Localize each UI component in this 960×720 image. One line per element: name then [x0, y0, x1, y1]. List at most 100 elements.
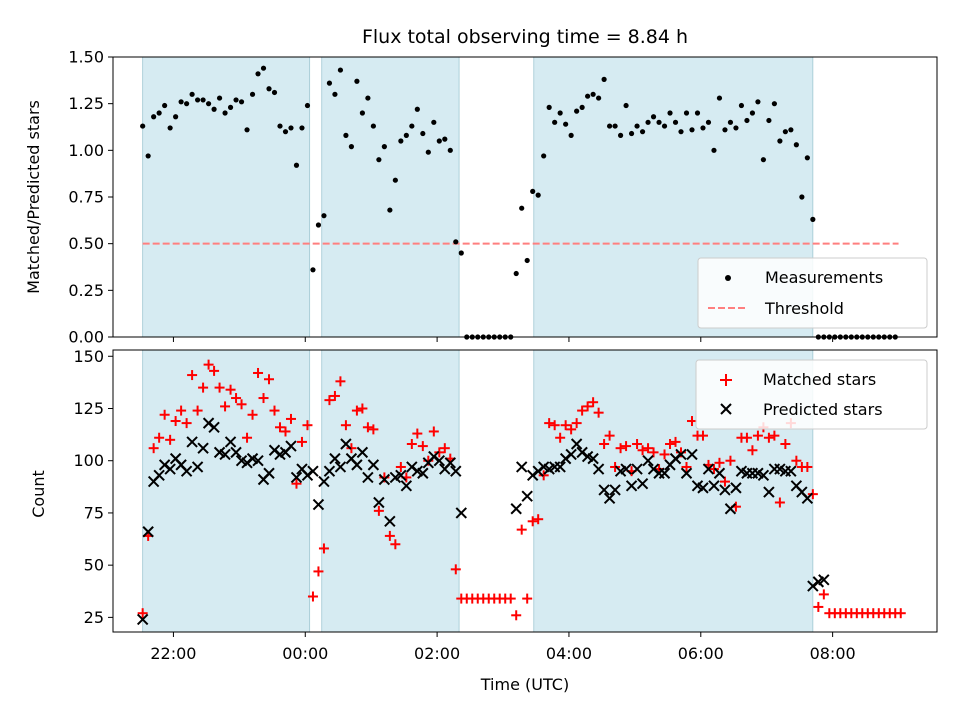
marker-stroke	[510, 503, 522, 515]
marker-stroke	[686, 448, 698, 461]
predicted-star-point	[515, 461, 528, 473]
predicted-star-point	[603, 492, 616, 505]
legend-label-matched: Matched stars	[763, 370, 876, 389]
matched-star-point	[686, 416, 697, 427]
predicted-star-point	[686, 448, 698, 461]
predicted-star-point	[373, 496, 385, 509]
predicted-star-point	[455, 507, 467, 519]
count-points	[136, 359, 906, 626]
measurement-point	[145, 153, 151, 159]
y-axis-ticks: 0.00 0.25 0.50 0.75 1.00 1.25 1.50	[68, 48, 113, 347]
predicted-star-point	[554, 461, 566, 473]
measurement-point	[409, 123, 415, 129]
measurement-point	[700, 125, 706, 131]
marker-stroke	[395, 469, 407, 482]
y-tick-label: 100	[73, 451, 104, 470]
matched-star-point	[615, 443, 626, 454]
measurement-point	[782, 129, 788, 135]
marker-stroke	[603, 492, 616, 505]
y-tick-label: 75	[84, 503, 104, 522]
predicted-star-point	[625, 480, 638, 492]
predicted-star-point	[219, 448, 231, 461]
measurement-point	[694, 110, 701, 116]
measurement-point	[233, 97, 239, 103]
predicted-star-point	[318, 475, 330, 488]
marker-stroke	[735, 465, 748, 477]
matched-star-point	[214, 382, 225, 393]
predicted-star-point	[433, 455, 446, 467]
matched-star-point	[566, 424, 577, 435]
predicted-star-point	[510, 503, 522, 515]
marker-stroke	[730, 482, 742, 494]
predicted-star-point	[565, 448, 577, 461]
marker-stroke	[191, 461, 204, 473]
matched-star-point	[274, 422, 285, 433]
marker-stroke	[329, 452, 341, 465]
matched-star-point	[428, 426, 439, 437]
measurement-point	[530, 188, 536, 194]
matched-star-point	[192, 405, 203, 416]
marker-stroke	[515, 461, 528, 473]
measurement-point	[656, 119, 662, 125]
predicted-star-point	[609, 484, 621, 496]
measurement-point	[574, 108, 580, 114]
matched-star-point	[165, 434, 176, 445]
measurement-point	[359, 110, 365, 116]
matched-star-point	[340, 420, 351, 431]
measurement-point	[810, 216, 816, 222]
y-tick-label: 1.50	[68, 48, 104, 67]
marker-stroke	[680, 467, 693, 479]
x-tick-label: 04:00	[546, 644, 592, 663]
marker-stroke	[411, 465, 424, 477]
measurement-point	[277, 123, 283, 129]
matched-star-point	[818, 589, 829, 600]
x-tick-label: 00:00	[282, 644, 328, 663]
measurement-point	[771, 101, 777, 107]
y-axis-label: Matched/Predicted stars	[24, 100, 43, 294]
measurement-point	[326, 80, 333, 86]
measurement-point	[799, 194, 805, 200]
predicted-star-point	[252, 455, 264, 467]
measurement-point	[617, 132, 624, 138]
predicted-star-point	[521, 490, 533, 502]
measurement-point	[447, 147, 453, 153]
marker-stroke	[263, 467, 275, 479]
marker-stroke	[774, 463, 786, 475]
marker-stroke	[570, 438, 583, 450]
marker-stroke	[642, 455, 654, 467]
matched-star-point	[231, 393, 242, 404]
matched-star-point	[670, 436, 681, 447]
matched-star-point	[253, 367, 264, 378]
measurement-point	[755, 99, 761, 105]
matched-star-point	[384, 530, 395, 541]
legend: Matched stars Predicted stars	[695, 359, 928, 430]
marker-stroke	[796, 486, 808, 498]
x-tick-label: 02:00	[414, 644, 460, 663]
matched-star-point	[264, 374, 275, 385]
marker-stroke	[285, 440, 297, 452]
marker-stroke	[318, 475, 330, 488]
legend-label-threshold: Threshold	[764, 299, 844, 318]
predicted-star-point	[785, 465, 797, 477]
matched-star-point	[577, 405, 588, 416]
measurement-point	[645, 119, 651, 125]
legend-marker-predicted	[720, 403, 732, 415]
matched-star-point	[697, 430, 708, 441]
legend-box	[695, 359, 928, 430]
predicted-star-point	[697, 482, 709, 494]
predicted-star-point	[724, 503, 737, 515]
measurement-point	[189, 91, 195, 97]
y-tick-label: 125	[73, 399, 104, 418]
marker-stroke	[142, 526, 154, 538]
measurement-point	[370, 123, 376, 129]
y-axis-label: Count	[29, 470, 48, 518]
marker-stroke	[785, 465, 797, 477]
marker-stroke	[450, 465, 462, 477]
marker-stroke	[801, 492, 814, 505]
matched-star-point	[632, 439, 643, 449]
matched-star-point	[763, 432, 774, 443]
predicted-star-point	[675, 448, 687, 461]
predicted-star-point	[197, 442, 209, 454]
y-tick-label: 0.50	[68, 234, 104, 253]
matched-star-point	[242, 432, 253, 443]
